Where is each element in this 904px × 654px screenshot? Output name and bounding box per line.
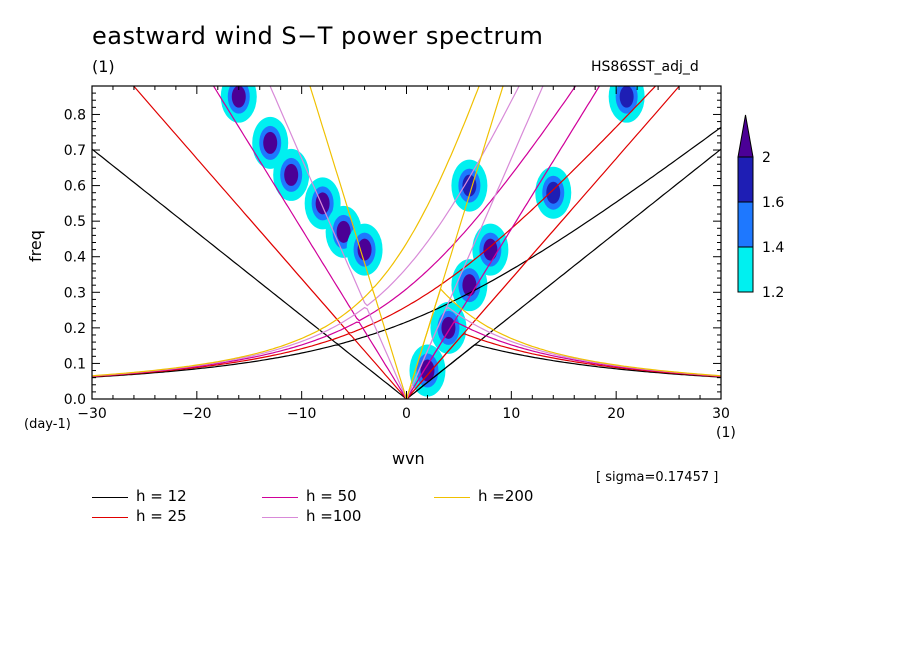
power-blob-core-2	[284, 163, 299, 186]
power-blob-core-0	[231, 86, 246, 108]
colorbar-label: 1.4	[762, 240, 784, 256]
colorbar-label: 2	[762, 150, 771, 166]
y-tick-label: 0.6	[64, 179, 86, 195]
legend-label: h = 25	[136, 507, 187, 525]
y-tick-label: 0.7	[64, 143, 86, 159]
colorbar-arrow	[737, 114, 754, 158]
colorbar-segment	[737, 201, 754, 248]
colorbar-label: 1.2	[762, 285, 784, 301]
power-blob-core-11	[546, 181, 561, 204]
colorbar-segment	[737, 156, 754, 203]
axis-ticks	[91, 85, 722, 400]
units-label: (1)	[92, 57, 115, 76]
power-blob-core-12	[619, 86, 634, 108]
gravity-curve-h100	[269, 86, 520, 307]
y-tick-label: 0.0	[64, 392, 86, 408]
power-blob-core-1	[263, 131, 278, 154]
dispersion-curves	[92, 86, 721, 399]
legend-swatch	[262, 517, 298, 518]
y-tick-label: 0.4	[64, 250, 86, 266]
rossby-curve-h200	[92, 287, 721, 399]
kelvin-line-h12	[406, 148, 721, 399]
experiment-label: HS86SST_adj_d	[591, 59, 699, 75]
x-units-label: (1)	[716, 425, 736, 441]
colorbar-label: 1.6	[762, 195, 784, 211]
legend-label: h = 50	[306, 487, 357, 505]
kelvin-line-h100	[405, 86, 544, 399]
y-tick-label: 0.5	[64, 214, 86, 230]
rossby-curve-h50	[92, 321, 721, 399]
gravity-curve-h12	[92, 126, 721, 346]
chart-title: eastward wind S−T power spectrum	[92, 22, 544, 50]
legend-swatch	[92, 497, 128, 498]
x-axis-label: wvn	[392, 449, 425, 468]
legend-swatch	[92, 517, 128, 518]
sigma-label: [ sigma=0.17457 ]	[596, 470, 719, 485]
power-blob-core-5	[357, 238, 372, 261]
gravity-curve-h50	[212, 86, 577, 322]
legend-label: h =200	[478, 487, 534, 505]
x-tick-label: −10	[287, 406, 317, 422]
legend-swatch	[434, 497, 470, 498]
y-units-label: (day-1)	[24, 417, 71, 432]
legend-swatch	[262, 497, 298, 498]
kelvin-line-h200	[405, 86, 504, 399]
rossby-curve-h12	[92, 344, 721, 399]
x-tick-label: 30	[712, 406, 730, 422]
power-blob-core-6	[420, 359, 435, 382]
colorbar-segment	[737, 246, 754, 293]
y-tick-label: 0.8	[64, 107, 86, 123]
legend-label: h =100	[306, 507, 362, 525]
legend-label: h = 12	[136, 487, 187, 505]
power-blob-core-10	[462, 174, 477, 197]
kelvin-line-h25	[406, 86, 681, 399]
gravity-curve-h200	[309, 86, 480, 290]
x-tick-label: 20	[607, 406, 625, 422]
gravity-curve-h25	[132, 86, 657, 334]
power-blob-core-4	[336, 220, 351, 243]
power-blob-core-7	[441, 316, 456, 339]
x-tick-label: −20	[182, 406, 212, 422]
x-tick-label: −30	[77, 406, 107, 422]
x-tick-label: 0	[402, 406, 411, 422]
rossby-curve-h25	[92, 333, 721, 399]
y-tick-label: 0.2	[64, 321, 86, 337]
power-contours	[220, 86, 645, 397]
y-tick-label: 0.1	[64, 356, 86, 372]
y-tick-label: 0.3	[64, 285, 86, 301]
kelvin-line-h50	[405, 86, 601, 399]
x-tick-label: 10	[502, 406, 520, 422]
